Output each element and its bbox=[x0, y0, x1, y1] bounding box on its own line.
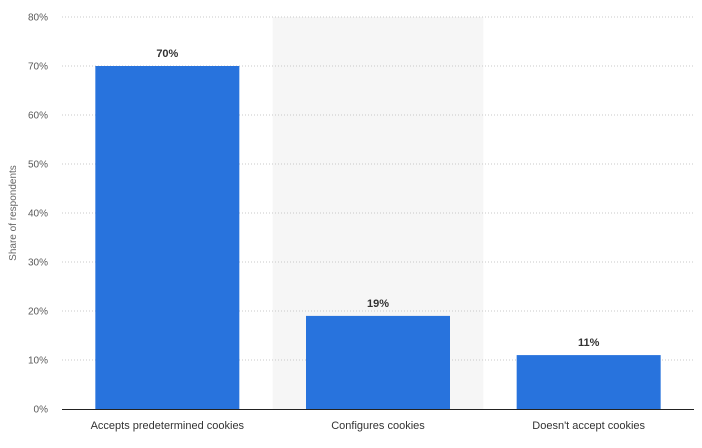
y-tick-label: 40% bbox=[28, 209, 48, 220]
y-tick-label: 0% bbox=[34, 405, 49, 416]
data-label: 70% bbox=[156, 48, 178, 60]
y-tick-label: 10% bbox=[28, 356, 48, 367]
data-label: 11% bbox=[578, 337, 600, 349]
bar[interactable] bbox=[516, 355, 661, 409]
bar[interactable] bbox=[95, 66, 240, 409]
y-tick-label: 50% bbox=[28, 160, 48, 171]
category-label: Accepts predetermined cookies bbox=[91, 420, 245, 432]
y-tick-label: 80% bbox=[28, 13, 48, 24]
y-tick-label: 20% bbox=[28, 307, 48, 318]
category-label: Doesn't accept cookies bbox=[532, 420, 645, 432]
y-tick-label: 30% bbox=[28, 258, 48, 269]
y-tick-label: 70% bbox=[28, 62, 48, 73]
data-labels: 70% 19% 11% bbox=[156, 48, 599, 349]
y-axis-ticks: 0% 10% 20% 30% 40% 50% 60% 70% 80% bbox=[28, 13, 48, 416]
y-tick-label: 60% bbox=[28, 111, 48, 122]
bars bbox=[95, 66, 661, 409]
bar[interactable] bbox=[306, 315, 450, 409]
data-label: 19% bbox=[367, 298, 389, 310]
y-axis-title: Share of respondents bbox=[8, 165, 19, 261]
category-label: Configures cookies bbox=[331, 420, 425, 432]
x-axis-categories: Accepts predetermined cookies Configures … bbox=[91, 420, 646, 432]
